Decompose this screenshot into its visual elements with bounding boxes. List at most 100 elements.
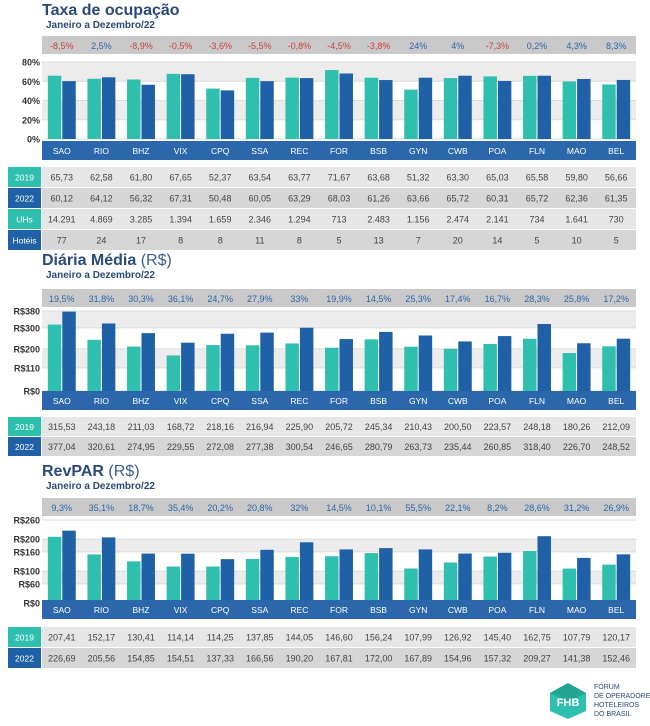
table-cell: 1.659 xyxy=(209,215,232,225)
variation-label: 32% xyxy=(290,503,308,513)
row-label-cell xyxy=(8,188,41,208)
variation-label: 2,5% xyxy=(91,41,112,51)
table-cell: 300,54 xyxy=(286,442,314,452)
city-label: FLN xyxy=(529,396,545,406)
bar-2022-FLN xyxy=(537,536,551,603)
table-cell: 210,43 xyxy=(404,422,432,432)
bar-2022-RIO xyxy=(101,77,116,139)
table-cell: 63,68 xyxy=(367,173,390,183)
table-cell: 63,66 xyxy=(407,194,430,204)
variation-label: -4,5% xyxy=(327,41,351,51)
bar-2019-CPQ xyxy=(206,88,220,139)
y-tick-label: R$380 xyxy=(13,307,40,317)
bar-2022-FOR xyxy=(339,549,353,603)
bar-2022-BEL xyxy=(616,79,631,139)
table-cell: 51,32 xyxy=(407,173,430,183)
bar-2019-BSB xyxy=(364,77,379,139)
bar-2019-BHZ xyxy=(127,346,141,391)
bar-2019-CPQ xyxy=(206,345,220,391)
grid-band xyxy=(42,539,636,552)
city-label: CWB xyxy=(448,396,468,406)
bar-2019-BSB xyxy=(364,339,379,391)
table-cell: 216,94 xyxy=(246,422,274,432)
row-label-cell xyxy=(8,627,41,647)
y-tick-label: 20% xyxy=(22,115,40,125)
table-cell: 65,03 xyxy=(486,173,509,183)
table-cell: 65,72 xyxy=(526,194,549,204)
bar-2019-BEL xyxy=(602,564,616,603)
table-cell: 320,61 xyxy=(88,442,116,452)
table-cell: 65,73 xyxy=(51,173,74,183)
row-band xyxy=(42,167,636,187)
bar-2022-REC xyxy=(299,542,314,603)
bar-2022-SAO xyxy=(62,311,76,391)
table-cell: 245,34 xyxy=(365,422,393,432)
y-tick-label: R$100 xyxy=(13,567,40,577)
bar-2022-BSB xyxy=(379,80,393,139)
variation-label: 17,2% xyxy=(603,294,629,304)
city-label: VIX xyxy=(174,605,188,615)
city-label-strip xyxy=(42,391,636,410)
bar-2022-SSA xyxy=(260,549,274,603)
variation-label: 36,1% xyxy=(168,294,194,304)
table-cell: 157,32 xyxy=(484,654,512,664)
city-label: MAO xyxy=(567,146,587,156)
variation-label: 0,2% xyxy=(527,41,548,51)
table-cell: 64,12 xyxy=(90,194,113,204)
table-cell: 56,66 xyxy=(605,173,628,183)
bar-2022-MAO xyxy=(577,343,591,391)
row-label-cell xyxy=(8,437,41,456)
bar-2022-GYN xyxy=(418,335,433,391)
table-cell: 68,03 xyxy=(328,194,351,204)
city-label: BHZ xyxy=(133,396,150,406)
y-tick-label: R$200 xyxy=(13,535,40,545)
table-cell: 59,80 xyxy=(565,173,588,183)
table-cell: 114,14 xyxy=(167,633,194,643)
variation-label: -3,6% xyxy=(208,41,232,51)
city-label: FOR xyxy=(330,605,348,615)
table-cell: 168,72 xyxy=(167,422,195,432)
city-label: CPQ xyxy=(211,605,230,615)
variation-header xyxy=(42,289,636,307)
city-label: FLN xyxy=(529,146,545,156)
row-label-cell xyxy=(8,648,41,668)
table-cell: 205,56 xyxy=(88,654,116,664)
table-cell: 713 xyxy=(331,215,346,225)
y-tick-label: R$0 xyxy=(23,387,40,397)
city-label: MAO xyxy=(567,605,587,615)
table-cell: 734 xyxy=(529,215,544,225)
bar-2022-CPQ xyxy=(220,559,235,603)
table-cell: 2.346 xyxy=(249,215,272,225)
table-cell: 274,95 xyxy=(127,442,155,452)
bar-2022-FLN xyxy=(537,75,551,139)
grid-band xyxy=(42,311,636,328)
city-label: CPQ xyxy=(211,146,230,156)
bar-2022-CWB xyxy=(458,75,472,139)
city-label: CPQ xyxy=(211,396,230,406)
variation-label: 17,4% xyxy=(445,294,471,304)
table-cell: 50,48 xyxy=(209,194,232,204)
bar-2022-BSB xyxy=(379,331,393,391)
row-label-cell xyxy=(8,209,41,229)
bar-2019-FLN xyxy=(523,338,537,391)
variation-label: 14,5% xyxy=(326,503,352,513)
city-label: BHZ xyxy=(133,605,150,615)
city-label: SSA xyxy=(251,605,268,615)
table-cell: 61,35 xyxy=(605,194,628,204)
bar-2019-RIO xyxy=(87,339,101,391)
table-cell: 223,57 xyxy=(484,422,512,432)
table-cell: 144,05 xyxy=(286,633,314,643)
table-cell: 63,29 xyxy=(288,194,311,204)
logo-text: FÓRUM DE OPERADORES HOTELEIROS DO BRASIL xyxy=(594,683,650,719)
bar-2019-BEL xyxy=(602,346,616,391)
bar-2019-CPQ xyxy=(206,566,220,603)
bar-2022-CWB xyxy=(458,553,472,603)
logo-mark-text: FHB xyxy=(557,697,580,709)
bar-2019-FLN xyxy=(523,551,537,603)
table-cell: 248,52 xyxy=(602,442,630,452)
bar-2022-SAO xyxy=(62,530,76,603)
chart-revpar: 9,3% 35,1% 18,7% 35,4% 20,2% 20,8% 32% 14,5% 10,… xyxy=(8,498,636,668)
variation-label: 33% xyxy=(290,294,308,304)
city-label: REC xyxy=(290,605,308,615)
table-cell: 71,67 xyxy=(328,173,351,183)
